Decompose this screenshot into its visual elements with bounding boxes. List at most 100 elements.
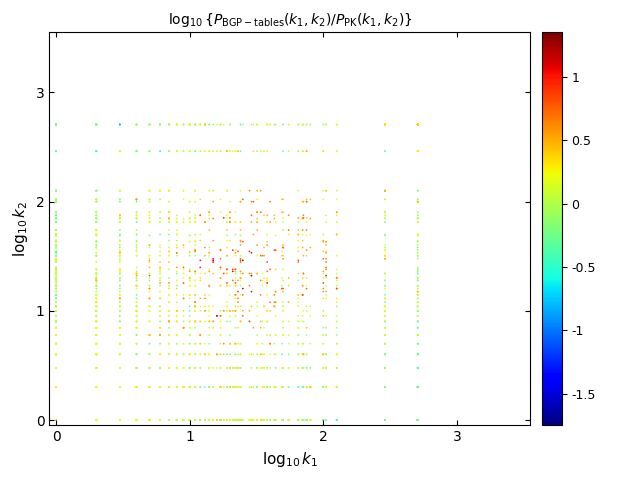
Point	[51, 212, 61, 219]
Point	[284, 384, 294, 391]
Point	[413, 312, 423, 320]
Point	[184, 416, 195, 424]
Point	[215, 312, 225, 320]
Point	[91, 274, 101, 282]
Point	[51, 187, 61, 194]
Point	[252, 215, 262, 222]
Point	[91, 302, 101, 310]
Point	[190, 291, 200, 299]
Point	[51, 302, 61, 310]
Point	[190, 147, 200, 155]
Point	[236, 416, 246, 424]
Point	[91, 350, 101, 358]
Point	[298, 291, 308, 299]
Point	[51, 276, 61, 284]
Point	[271, 331, 281, 339]
Point	[51, 324, 61, 332]
Point	[155, 416, 165, 424]
Point	[91, 208, 101, 216]
Point	[51, 295, 61, 302]
Point	[51, 231, 61, 239]
Point	[115, 384, 125, 391]
Point	[195, 384, 205, 391]
Point	[262, 416, 272, 424]
Point	[51, 416, 61, 424]
Point	[51, 416, 61, 424]
Point	[222, 364, 232, 372]
Point	[413, 120, 423, 128]
Point	[51, 350, 61, 358]
Point	[155, 241, 165, 249]
Point	[145, 270, 155, 277]
Point	[262, 416, 272, 424]
Point	[380, 364, 390, 372]
Point	[321, 265, 332, 273]
Point	[172, 350, 182, 358]
Point	[244, 350, 255, 358]
Point	[91, 384, 101, 391]
Point	[318, 350, 328, 358]
Point	[321, 241, 332, 249]
Point	[179, 291, 189, 299]
Point	[115, 331, 125, 339]
Point	[145, 416, 155, 424]
Point	[278, 285, 288, 292]
Point	[115, 232, 125, 240]
Point	[380, 295, 390, 302]
Point	[301, 416, 312, 424]
Point	[230, 384, 241, 391]
Point	[51, 147, 61, 155]
Point	[131, 318, 141, 325]
Point	[51, 384, 61, 391]
Point	[131, 416, 141, 424]
Point	[215, 364, 225, 372]
Point	[164, 384, 174, 391]
Point	[233, 350, 243, 358]
Point	[91, 237, 101, 244]
Point	[91, 307, 101, 315]
Point	[115, 384, 125, 391]
Point	[190, 120, 200, 128]
Point	[115, 416, 125, 424]
Point	[164, 416, 174, 424]
Point	[51, 195, 61, 203]
Point	[51, 231, 61, 239]
Point	[51, 307, 61, 315]
Point	[91, 350, 101, 358]
Point	[413, 288, 423, 296]
Point	[91, 340, 101, 348]
Point	[236, 384, 246, 391]
Point	[204, 384, 214, 391]
Point	[91, 282, 101, 289]
Point	[230, 307, 241, 315]
Point	[155, 416, 165, 424]
Point	[332, 285, 342, 292]
Point	[230, 265, 241, 273]
Point	[413, 350, 423, 358]
Point	[91, 416, 101, 424]
Point	[155, 384, 165, 391]
Point	[51, 120, 61, 128]
Point	[91, 331, 101, 339]
Point	[252, 218, 262, 226]
Point	[172, 147, 182, 155]
Point	[51, 120, 61, 128]
Point	[208, 256, 218, 264]
Point	[91, 307, 101, 315]
Point	[145, 120, 155, 128]
Point	[413, 416, 423, 424]
Point	[380, 416, 390, 424]
Point	[91, 318, 101, 325]
Point	[155, 384, 165, 391]
Point	[413, 291, 423, 299]
Point	[413, 416, 423, 424]
Point	[184, 218, 195, 226]
Point	[51, 416, 61, 424]
Point	[51, 120, 61, 128]
Point	[91, 218, 101, 226]
Point	[172, 416, 182, 424]
Point	[413, 384, 423, 391]
Point	[51, 384, 61, 391]
Point	[115, 364, 125, 372]
Point	[172, 318, 182, 325]
